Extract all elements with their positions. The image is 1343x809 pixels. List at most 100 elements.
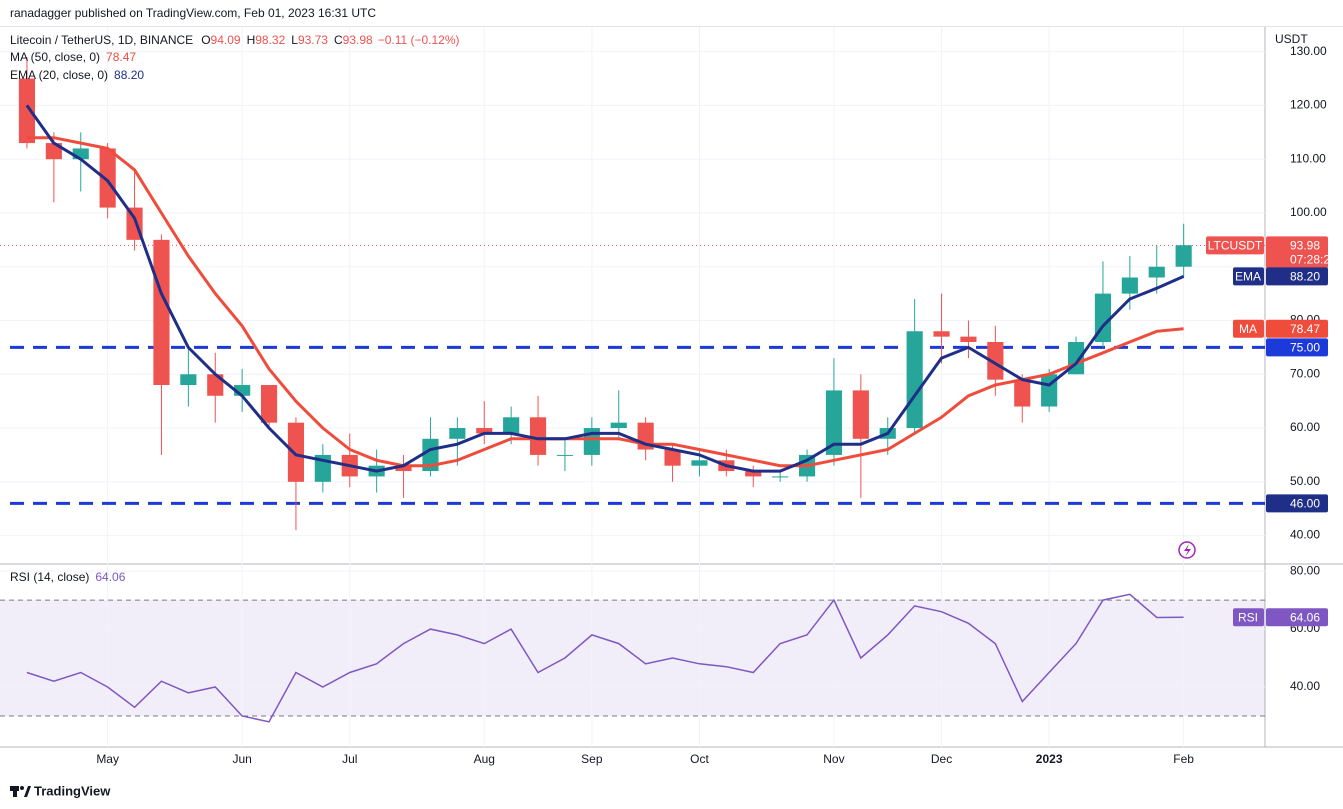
candle-body: [987, 342, 1004, 380]
x-tick-label: Jun: [232, 752, 251, 766]
candle-body: [1121, 277, 1138, 294]
ohlc-label: L: [291, 33, 298, 47]
indicator-value: 78.47: [106, 50, 136, 64]
candle-body: [234, 385, 251, 396]
candle-body: [1175, 245, 1192, 267]
candle-body: [395, 465, 412, 472]
candle-body: [449, 428, 466, 439]
candle-body: [287, 422, 305, 482]
candle-body: [503, 417, 520, 434]
candle-body: [260, 385, 278, 423]
candle-body: [207, 374, 224, 396]
candle-body: [18, 78, 36, 144]
chart-legend: Litecoin / TetherUS, 1D, BINANCE O94.09 H9…: [10, 33, 460, 47]
indicator-line: [26, 136, 1184, 468]
brand-logo: [10, 786, 31, 797]
alert-icon: [1178, 541, 1196, 559]
rsi-tick-label: 40.00: [1290, 679, 1320, 693]
brand: TradingView: [34, 783, 111, 798]
level-value: 75.00: [1290, 341, 1320, 355]
y-tick-label: 100.00: [1290, 205, 1327, 219]
y-tick-label: 60.00: [1290, 420, 1320, 434]
ohlc-label: O: [201, 33, 210, 47]
candle-body: [745, 471, 762, 477]
candle-body: [610, 422, 627, 429]
ohlc-label: C: [334, 33, 343, 47]
indicator-legend: EMA (20, close, 0) 88.20: [10, 68, 144, 82]
candle-body: [422, 438, 439, 472]
change: −0.11 (−0.12%): [378, 33, 460, 47]
rsi-band: [0, 600, 1265, 717]
rsi-value: 64.06: [1290, 610, 1320, 624]
candle-body: [664, 449, 681, 466]
alert-bolt: [1184, 544, 1191, 557]
rsi-tag: RSI: [1238, 610, 1258, 624]
candle-body: [556, 454, 574, 456]
indicator-line: [25, 104, 1185, 473]
last-price-value: 93.98: [1290, 239, 1320, 253]
level-value-box: [1266, 338, 1328, 357]
candle-body: [99, 148, 116, 208]
candle-body: [529, 417, 547, 455]
candle-body: [772, 476, 789, 478]
x-tick-label: Feb: [1173, 752, 1194, 766]
rsi-name: RSI (14, close): [10, 570, 89, 584]
indicator-tag-box: [1233, 319, 1264, 338]
y-tick-label: 50.00: [1290, 474, 1320, 488]
published-line: ranadagger published on TradingView.com,…: [10, 6, 376, 20]
candle-body: [180, 374, 197, 386]
rsi-tick-label: 80.00: [1290, 563, 1320, 577]
symbol-title: Litecoin / TetherUS, 1D, BINANCE: [10, 33, 193, 47]
ohlc-value: 94.09: [211, 33, 241, 47]
rsi-value: 64.06: [95, 570, 125, 584]
candle-body: [906, 331, 923, 429]
rsi-tag-box: [1233, 608, 1264, 627]
rsi-legend: RSI (14, close) 64.06: [10, 570, 126, 584]
candle-body: [1148, 266, 1165, 278]
x-tick-label: Jul: [342, 752, 357, 766]
candle-body: [476, 428, 493, 434]
ohlc-label: H: [247, 33, 256, 47]
rsi-value-box: [1266, 608, 1328, 627]
ohlc-value: 98.32: [255, 33, 285, 47]
x-tick-label: Dec: [931, 752, 952, 766]
candle-body: [825, 390, 843, 455]
level-value-box: [1266, 494, 1328, 513]
x-tick-label: 2023: [1036, 752, 1063, 766]
y-tick-label: 130.00: [1290, 44, 1327, 58]
indicator-name: MA (50, close, 0): [10, 50, 100, 64]
candle-body: [933, 331, 950, 337]
y-tick-label: 110.00: [1290, 151, 1326, 165]
indicator-value: 88.20: [114, 68, 144, 82]
candle-body: [1014, 379, 1031, 407]
ohlc-value: 93.98: [343, 33, 373, 47]
y-tick-label: 120.00: [1290, 98, 1327, 112]
indicator-name: EMA (20, close, 0): [10, 68, 108, 82]
indicator-value-box: [1266, 267, 1328, 286]
level-value: 46.00: [1290, 496, 1320, 510]
last-price-tag-box: [1206, 236, 1264, 255]
indicator-legend: MA (50, close, 0) 78.47: [10, 50, 136, 64]
last-price-tag: LTCUSDT: [1208, 239, 1263, 253]
indicator-tag-box: [1233, 267, 1264, 286]
indicator-tag: MA: [1239, 322, 1257, 336]
candle-body: [691, 460, 708, 466]
candle-body: [960, 336, 977, 343]
top-border: [0, 26, 1343, 27]
ohlc-value: 93.73: [298, 33, 328, 47]
x-tick-label: May: [96, 752, 119, 766]
candle-body: [852, 390, 869, 439]
indicator-tag: EMA: [1235, 270, 1261, 284]
countdown: 07:28:29: [1290, 253, 1337, 267]
last-price-value-box: [1266, 236, 1328, 269]
x-tick-label: Sep: [581, 752, 603, 766]
y-tick-label: 70.00: [1290, 366, 1320, 380]
indicator-value-box: [1266, 319, 1328, 338]
x-tick-label: Oct: [690, 752, 709, 766]
candle-body: [72, 148, 89, 160]
y-tick-label: 40.00: [1290, 528, 1320, 542]
y-unit: USDT: [1275, 32, 1308, 46]
indicator-value: 78.47: [1290, 322, 1320, 336]
x-tick-label: Nov: [823, 752, 844, 766]
